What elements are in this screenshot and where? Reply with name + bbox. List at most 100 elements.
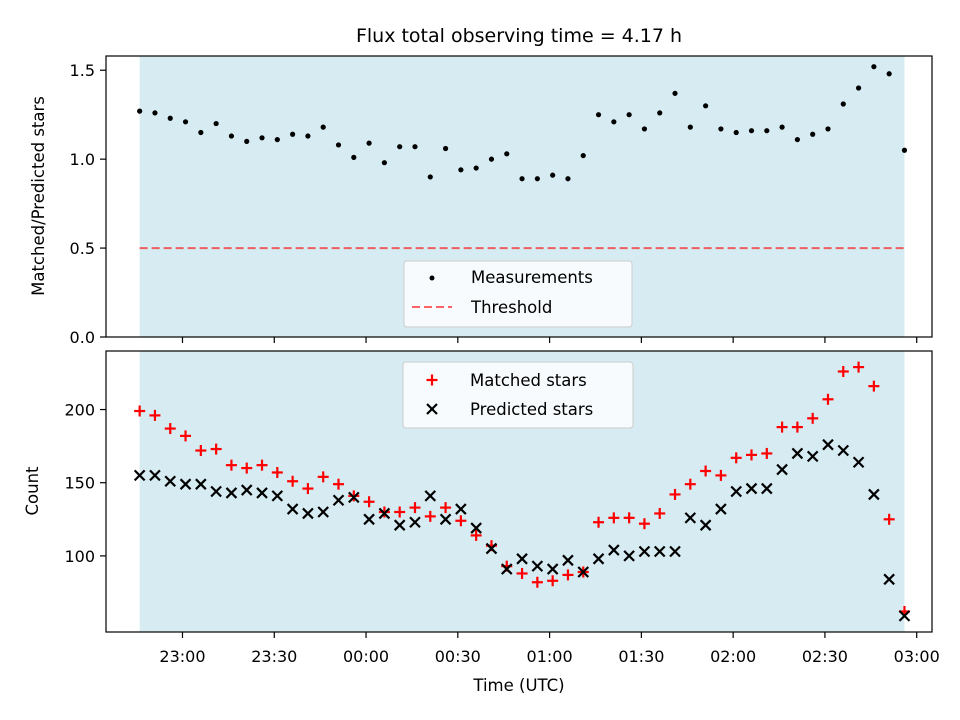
measurement-point (794, 136, 800, 143)
matched-star-point (302, 483, 314, 495)
matched-star-point (287, 475, 299, 487)
cross-stroke (653, 545, 666, 558)
predicted-star-point (608, 544, 620, 556)
matched-star-point (394, 506, 406, 518)
predicted-star-point (393, 519, 406, 531)
cross-stroke (546, 563, 559, 575)
measurement-point (427, 174, 433, 180)
cross-stroke (426, 403, 438, 415)
matched-star-point (149, 409, 161, 421)
predicted-star-point (164, 475, 177, 488)
measurement-point (351, 154, 357, 160)
cross-stroke (348, 491, 360, 504)
cross-stroke (868, 488, 880, 501)
bottom-panel: 100 150 200 23:00 23:30 00:00 00:30 01:00 01:30… (23, 350, 940, 695)
measurement-point (259, 135, 265, 141)
matched-star-point (669, 488, 681, 500)
predicted-star-point (898, 610, 911, 622)
matched-star-point (791, 421, 803, 433)
measurement-point (886, 71, 892, 77)
cross-stroke (837, 444, 850, 457)
measurement-point (488, 156, 495, 162)
cross-stroke (424, 490, 437, 502)
matched-star-point (531, 576, 543, 588)
predicted-star-point (868, 488, 880, 501)
predicted-star-point (133, 469, 146, 482)
measurement-point (519, 176, 525, 182)
measurement-point (703, 103, 709, 109)
predicted-star-point (577, 566, 590, 578)
cross-stroke (256, 487, 268, 499)
measurement-point (442, 145, 449, 152)
measurement-point (855, 85, 862, 91)
bottom-xtick-label: 00:30 (435, 647, 481, 666)
matched-star-point (409, 502, 421, 514)
matched-star-point (195, 445, 207, 457)
bottom-xtick-label: 23:00 (159, 647, 205, 666)
matched-star-point (593, 516, 605, 528)
bottom-xtick-label: 03:00 (894, 647, 940, 666)
cross-stroke (455, 503, 467, 515)
measurement-point (458, 167, 464, 173)
predicted-star-point (149, 469, 161, 482)
measurement-point (779, 124, 785, 130)
predicted-star-point (409, 516, 421, 529)
cross-stroke (500, 563, 513, 575)
measurement-point (748, 128, 755, 134)
measurement-point (412, 144, 418, 150)
legend-cross (426, 403, 438, 415)
cross-stroke (179, 478, 192, 490)
bottom-legend: Matched stars Predicted stars (402, 361, 634, 429)
predicted-star-point (195, 478, 207, 490)
matched-star-point (807, 412, 819, 424)
top-ytick-label: 1.5 (70, 61, 95, 80)
cross-stroke (822, 438, 834, 451)
predicted-star-point (653, 545, 666, 558)
predicted-star-point (378, 507, 391, 520)
matched-star-point (761, 447, 773, 459)
legend-matched-marker (426, 374, 438, 386)
cross-stroke (225, 487, 238, 499)
measurement-point (366, 140, 372, 146)
cross-stroke (317, 506, 329, 518)
matched-star-point (455, 515, 467, 527)
cross-stroke (332, 494, 345, 507)
predicted-star-markers (133, 438, 911, 622)
cross-stroke (271, 490, 284, 502)
cross-stroke (761, 482, 773, 495)
matched-star-point (440, 502, 452, 514)
measurement-point (565, 176, 571, 182)
measurement-point (580, 152, 586, 159)
top-xticks (181, 337, 918, 343)
matched-star-point (638, 518, 650, 530)
cross-stroke (852, 456, 865, 469)
measurement-point (764, 128, 770, 134)
measurement-point (825, 126, 831, 132)
bottom-ytick-label: 200 (64, 401, 95, 420)
measurement-point (672, 90, 678, 96)
predicted-star-point (745, 482, 758, 495)
predicted-star-point (500, 563, 513, 575)
measurement-point (182, 119, 189, 125)
cross-stroke (516, 553, 528, 565)
cross-stroke (776, 463, 788, 476)
cross-stroke (531, 560, 544, 572)
matched-star-point (822, 393, 834, 405)
measurement-point (290, 131, 296, 137)
predicted-star-point (256, 487, 268, 499)
bottom-xtick-label: 00:00 (343, 647, 389, 666)
matched-star-point (317, 471, 329, 483)
predicted-star-point (348, 491, 360, 504)
legend-threshold-label: Threshold (470, 298, 552, 317)
cross-stroke (210, 485, 222, 498)
measurement-point (733, 129, 739, 136)
measurement-point (901, 147, 908, 153)
matched-star-point (746, 449, 758, 461)
top-ytick-label: 0.5 (70, 239, 95, 258)
cross-stroke (608, 544, 620, 556)
bottom-ytick-label: 150 (64, 474, 95, 493)
measurement-point (595, 112, 602, 118)
matched-star-point (424, 510, 436, 522)
matched-star-point (256, 459, 268, 471)
top-y-axis-label: Matched/Predicted stars (29, 96, 48, 296)
